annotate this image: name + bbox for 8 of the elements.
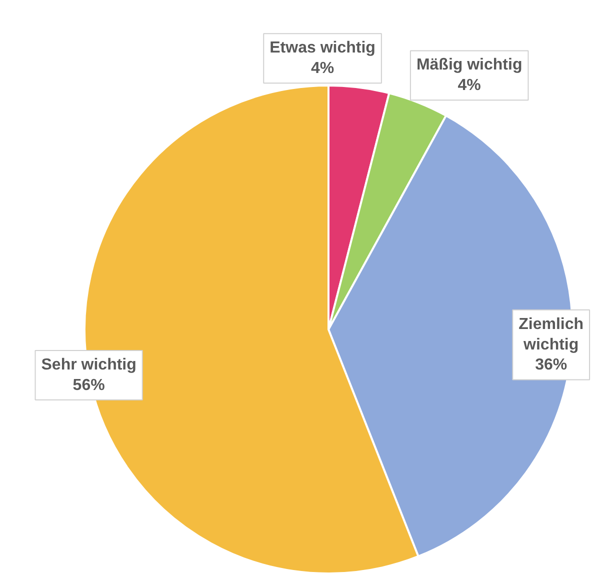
slice-label: Ziemlich wichtig bbox=[518, 316, 584, 354]
data-label: 36% bbox=[535, 356, 568, 374]
slice-label: Etwas wichtig bbox=[270, 40, 376, 57]
data-label: 56% bbox=[72, 376, 105, 394]
data-label: 4% bbox=[458, 77, 481, 94]
slice-label: Mäßig wichtig bbox=[416, 56, 522, 74]
slice-label: Sehr wichtig bbox=[41, 356, 136, 374]
data-label: 4% bbox=[310, 60, 334, 78]
